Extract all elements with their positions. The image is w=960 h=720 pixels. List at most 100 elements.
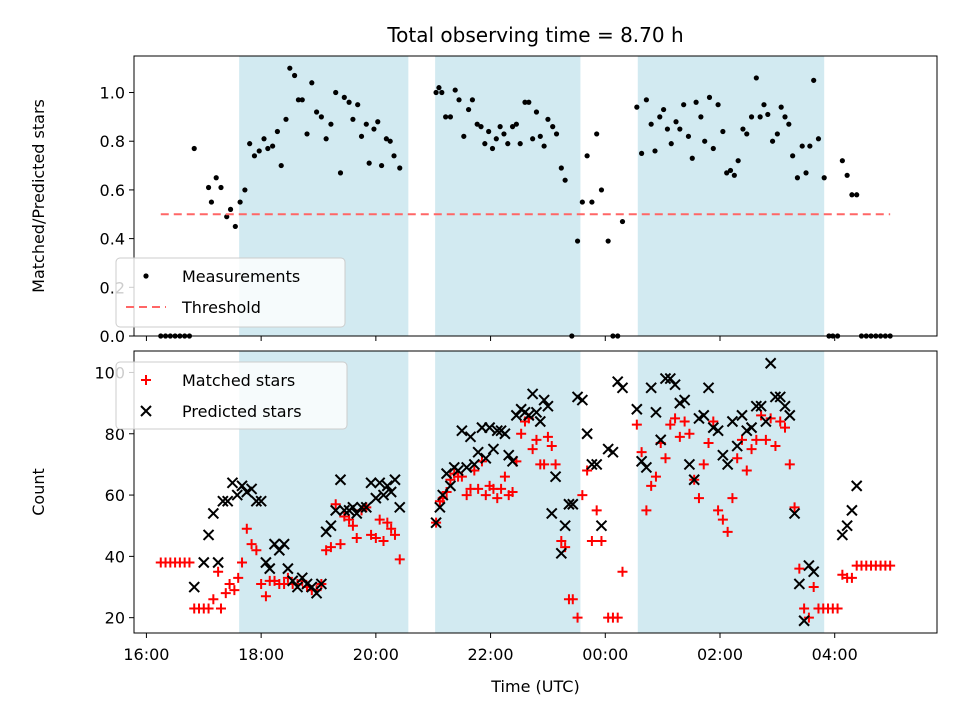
- measurement-point: [501, 131, 507, 137]
- measurement-point: [237, 199, 243, 205]
- measurement-point: [363, 121, 369, 127]
- predicted-point: [793, 578, 806, 590]
- measurement-point: [757, 114, 763, 120]
- measurement-point: [550, 124, 556, 130]
- predicted-point: [702, 382, 715, 394]
- measurement-point: [668, 141, 674, 147]
- measurement-point: [657, 114, 663, 120]
- matched-point: [670, 413, 681, 424]
- predicted-point: [784, 409, 796, 422]
- measurement-point: [710, 145, 716, 152]
- measurement-point: [313, 109, 320, 115]
- predicted-point: [655, 434, 667, 446]
- measurement-point: [794, 175, 801, 181]
- predicted-point: [678, 394, 691, 406]
- matched-point: [237, 557, 248, 568]
- measurement-point: [634, 104, 640, 110]
- predicted-point: [530, 406, 543, 419]
- predicted-point: [698, 409, 710, 422]
- measurement-point: [224, 214, 230, 220]
- matched-point: [596, 536, 607, 547]
- predicted-point: [688, 474, 700, 486]
- matched-point: [591, 505, 602, 516]
- measurement-point: [724, 170, 730, 176]
- predicted-point: [755, 400, 767, 412]
- predicted-point: [559, 520, 571, 532]
- measurement-point: [799, 143, 805, 149]
- predicted-point: [669, 379, 681, 391]
- predicted-point: [245, 483, 258, 495]
- predicted-point: [659, 372, 672, 385]
- matched-point: [473, 483, 484, 494]
- matched-point: [382, 517, 393, 528]
- measurement-point: [242, 187, 248, 193]
- predicted-point: [631, 403, 643, 415]
- predicted-point: [355, 501, 368, 514]
- matched-point: [572, 612, 583, 623]
- matched-point: [784, 459, 795, 470]
- y-tick-label: 0.0: [100, 327, 125, 346]
- measurement-point: [815, 136, 822, 142]
- predicted-point: [373, 477, 386, 489]
- shaded-interval: [435, 56, 581, 336]
- predicted-point: [231, 489, 243, 501]
- matched-point: [684, 428, 695, 439]
- predicted-point: [250, 495, 263, 507]
- matched-point: [799, 603, 810, 614]
- matched-point: [567, 594, 578, 605]
- matched-point: [732, 453, 743, 464]
- matched-point: [885, 560, 896, 571]
- matched-point: [461, 490, 472, 501]
- predicted-point: [260, 556, 272, 569]
- y-tick-label: 40: [105, 547, 125, 566]
- measurement-point: [355, 102, 361, 108]
- predicted-point: [736, 409, 748, 422]
- predicted-point: [567, 498, 579, 510]
- measurement-point: [643, 97, 649, 103]
- measurement-point: [849, 192, 855, 198]
- measurement-point: [346, 99, 352, 105]
- measurement-point: [509, 124, 516, 130]
- measurement-point: [537, 133, 543, 139]
- x-tick-label: 04:00: [812, 645, 858, 664]
- measurement-point: [292, 72, 298, 79]
- measurement-point: [358, 133, 365, 139]
- predicted-point: [576, 394, 589, 406]
- measurement-point: [478, 124, 484, 130]
- measurement-point: [769, 138, 776, 144]
- predicted-point: [480, 452, 492, 464]
- y-tick-label: 0.6: [100, 181, 125, 200]
- predicted-point: [590, 458, 603, 471]
- matched-point: [480, 490, 491, 501]
- measurement-point: [740, 126, 746, 132]
- predicted-point: [650, 406, 662, 419]
- predicted-point: [586, 458, 598, 471]
- predicted-point: [846, 504, 858, 517]
- measurement-point: [854, 192, 860, 198]
- predicted-point: [764, 357, 777, 369]
- legend-label: Predicted stars: [182, 402, 302, 421]
- measurement-point: [677, 126, 683, 132]
- predicted-point: [221, 495, 234, 507]
- predicted-point: [726, 415, 739, 428]
- matched-point: [550, 459, 561, 470]
- measurement-point: [530, 136, 536, 142]
- series-layer: [155, 357, 896, 627]
- measurement-point: [584, 153, 590, 159]
- measurement-point: [328, 121, 334, 127]
- matched-point: [370, 532, 381, 543]
- predicted-point: [534, 415, 546, 428]
- predicted-point: [645, 382, 657, 394]
- measurement-point: [247, 141, 253, 147]
- measurement-point: [594, 131, 600, 137]
- measurement-point: [309, 80, 315, 86]
- matched-point: [789, 502, 800, 513]
- x-tick-label: 02:00: [697, 645, 743, 664]
- matched-point: [215, 603, 226, 614]
- matched-point: [203, 603, 214, 614]
- measurement-point: [715, 102, 721, 108]
- predicted-point: [542, 400, 554, 412]
- matched-point: [577, 490, 588, 501]
- measurement-point: [397, 165, 403, 171]
